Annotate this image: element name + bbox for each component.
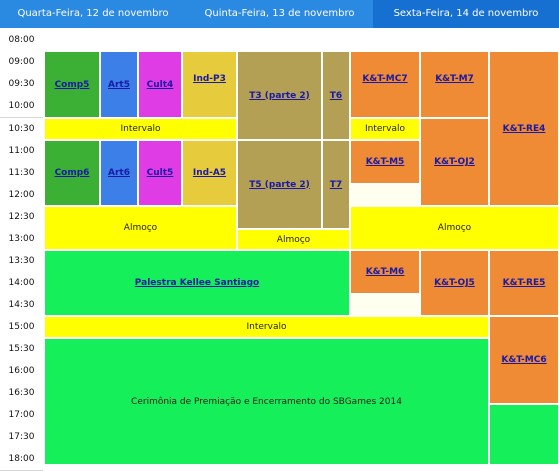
- session-link[interactable]: K&T-RE4: [502, 123, 546, 134]
- session-kt-re4: K&T-RE4: [489, 51, 559, 206]
- time-label: 14:00: [0, 272, 43, 295]
- session-comp5: Comp5: [44, 51, 100, 118]
- time-label: 15:00: [0, 316, 43, 339]
- time-label: 11:00: [0, 140, 43, 163]
- session-art6: Art6: [100, 140, 138, 206]
- session-t3: T3 (parte 2): [237, 51, 322, 140]
- session-link[interactable]: T5 (parte 2): [249, 179, 310, 190]
- session-link[interactable]: Cult4: [146, 79, 174, 90]
- session-link[interactable]: K&T-MC6: [501, 355, 547, 365]
- session-t6: T6: [322, 51, 350, 140]
- session-art5: Art5: [100, 51, 138, 118]
- closing-ceremony: Cerimônia de Premiação e Encerramento do…: [44, 338, 489, 465]
- day-header-wednesday: Quarta-Feira, 12 de novembro: [0, 0, 186, 28]
- time-label: 18:00: [0, 448, 43, 471]
- session-kt-mc7: K&T-MC7: [350, 51, 420, 118]
- session-cult4: Cult4: [138, 51, 182, 118]
- time-label: 17:30: [0, 426, 43, 449]
- empty-slot: [350, 184, 420, 206]
- session-ind-p3: Ind-P3: [182, 51, 237, 118]
- time-label: 13:30: [0, 250, 43, 273]
- session-cult5: Cult5: [138, 140, 182, 206]
- session-link[interactable]: K&T-MC7: [362, 74, 408, 84]
- lunch-wednesday: Almoço: [44, 206, 237, 250]
- session-t7: T7: [322, 140, 350, 229]
- session-kt-m5: K&T-M5: [350, 140, 420, 184]
- session-palestra: Palestra Kellee Santiago: [44, 250, 350, 316]
- time-label: 10:00: [0, 95, 43, 118]
- session-link[interactable]: K&T-OJ5: [434, 278, 475, 288]
- day-header-friday: Sexta-Feira, 14 de novembro: [373, 0, 559, 28]
- session-link[interactable]: Ind-P3: [193, 74, 226, 84]
- session-link[interactable]: Art6: [108, 168, 130, 178]
- time-label: 12:00: [0, 184, 43, 207]
- lunch-thursday: Almoço: [237, 229, 350, 250]
- session-link[interactable]: T6: [329, 90, 343, 101]
- session-link[interactable]: T3 (parte 2): [249, 90, 310, 101]
- time-label: 12:30: [0, 206, 43, 229]
- session-ind-a5: Ind-A5: [182, 140, 237, 206]
- session-kt-mc6: K&T-MC6: [489, 316, 559, 404]
- session-kt-m7: K&T-M7: [420, 51, 489, 118]
- time-label: 09:30: [0, 73, 43, 96]
- session-link[interactable]: Palestra Kellee Santiago: [134, 278, 260, 288]
- time-label: 15:30: [0, 338, 43, 361]
- session-t5: T5 (parte 2): [237, 140, 322, 229]
- time-label: 10:30: [0, 118, 43, 141]
- break-interval-friday: Intervalo: [350, 118, 420, 140]
- empty-slot: [350, 294, 420, 316]
- session-link[interactable]: Art5: [108, 79, 130, 90]
- day-header-thursday: Quinta-Feira, 13 de novembro: [186, 0, 373, 28]
- session-link[interactable]: Ind-A5: [192, 168, 227, 178]
- time-label: 14:30: [0, 294, 43, 317]
- time-label: 09:00: [0, 51, 43, 74]
- closing-ceremony-extension: [489, 404, 559, 465]
- session-link[interactable]: K&T-M7: [435, 74, 474, 84]
- session-link[interactable]: K&T-M6: [365, 267, 405, 277]
- session-kt-m6: K&T-M6: [350, 250, 420, 294]
- time-label: 17:00: [0, 404, 43, 427]
- time-label: 16:00: [0, 360, 43, 383]
- time-label: 08:00: [0, 29, 43, 52]
- session-link[interactable]: Cult5: [146, 168, 174, 178]
- session-comp6: Comp6: [44, 140, 100, 206]
- time-label: 13:00: [0, 228, 43, 251]
- break-interval-wednesday: Intervalo: [44, 118, 237, 140]
- time-label: 11:30: [0, 162, 43, 185]
- session-kt-re5: K&T-RE5: [489, 250, 559, 316]
- session-link[interactable]: K&T-RE5: [502, 278, 546, 288]
- session-link[interactable]: K&T-OJ2: [434, 157, 475, 167]
- session-link[interactable]: Comp6: [54, 168, 90, 178]
- session-kt-oj2: K&T-OJ2: [420, 118, 489, 206]
- session-kt-oj5: K&T-OJ5: [420, 250, 489, 316]
- break-interval-afternoon: Intervalo: [44, 316, 489, 338]
- session-link[interactable]: Comp5: [54, 79, 90, 90]
- lunch-friday: Almoço: [350, 206, 559, 250]
- session-link[interactable]: K&T-M5: [365, 157, 405, 167]
- time-label: 16:30: [0, 382, 43, 405]
- session-link[interactable]: T7: [329, 179, 343, 190]
